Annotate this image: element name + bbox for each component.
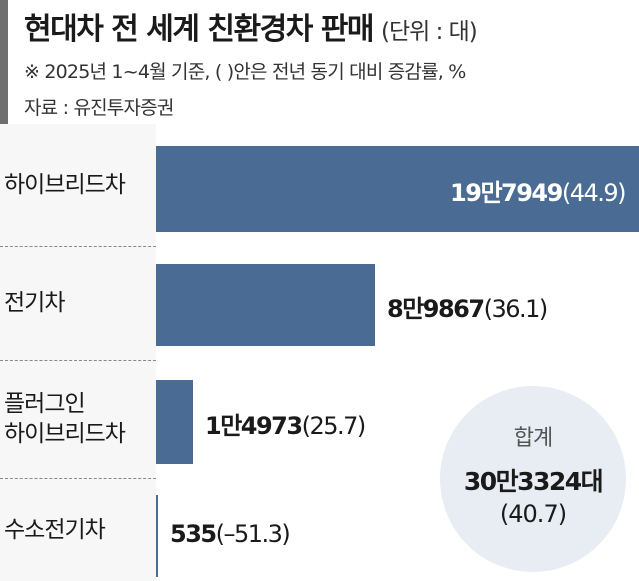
value-label: 8만9867(36.1) xyxy=(387,295,548,323)
bar xyxy=(156,380,193,464)
value-label: 535(–51.3) xyxy=(170,520,291,548)
value-label: 1만4973(25.7) xyxy=(205,412,366,440)
chart-title: 현대차 전 세계 친환경차 판매 (단위 : 대) xyxy=(24,12,478,47)
row-divider xyxy=(0,360,156,361)
category-label: 전기차 xyxy=(4,290,65,316)
category-label: 수소전기차 xyxy=(4,516,106,543)
category-label: 하이브리드차 xyxy=(4,172,126,198)
header-accent-bar xyxy=(0,0,8,124)
chart-header: 현대차 전 세계 친환경차 판매 (단위 : 대) ※ 2025년 1~4월 기준… xyxy=(0,0,639,124)
chart-note: ※ 2025년 1~4월 기준, ( )안은 전년 동기 대비 증감률, % xyxy=(24,61,466,83)
total-change: (40.7) xyxy=(499,500,567,528)
category-label: 플러그인 하이브리드차 xyxy=(4,391,126,447)
value-label: 19만7949(44.9) xyxy=(450,179,626,207)
unit-label: (단위 : 대) xyxy=(380,19,478,45)
bar-chart: 합계 30만3324대 (40.7) 하이브리드차 19만7949(44.9) 전기… xyxy=(0,124,639,581)
bar xyxy=(156,264,375,346)
row-divider xyxy=(0,246,156,247)
chart-source: 자료 : 유진투자증권 xyxy=(24,97,174,119)
bar xyxy=(156,495,158,577)
total-circle: 합계 30만3324대 (40.7) xyxy=(440,386,626,572)
total-value: 30만3324대 xyxy=(463,467,604,496)
bar xyxy=(156,146,639,232)
row-divider xyxy=(0,478,156,479)
total-title: 합계 xyxy=(513,426,553,451)
